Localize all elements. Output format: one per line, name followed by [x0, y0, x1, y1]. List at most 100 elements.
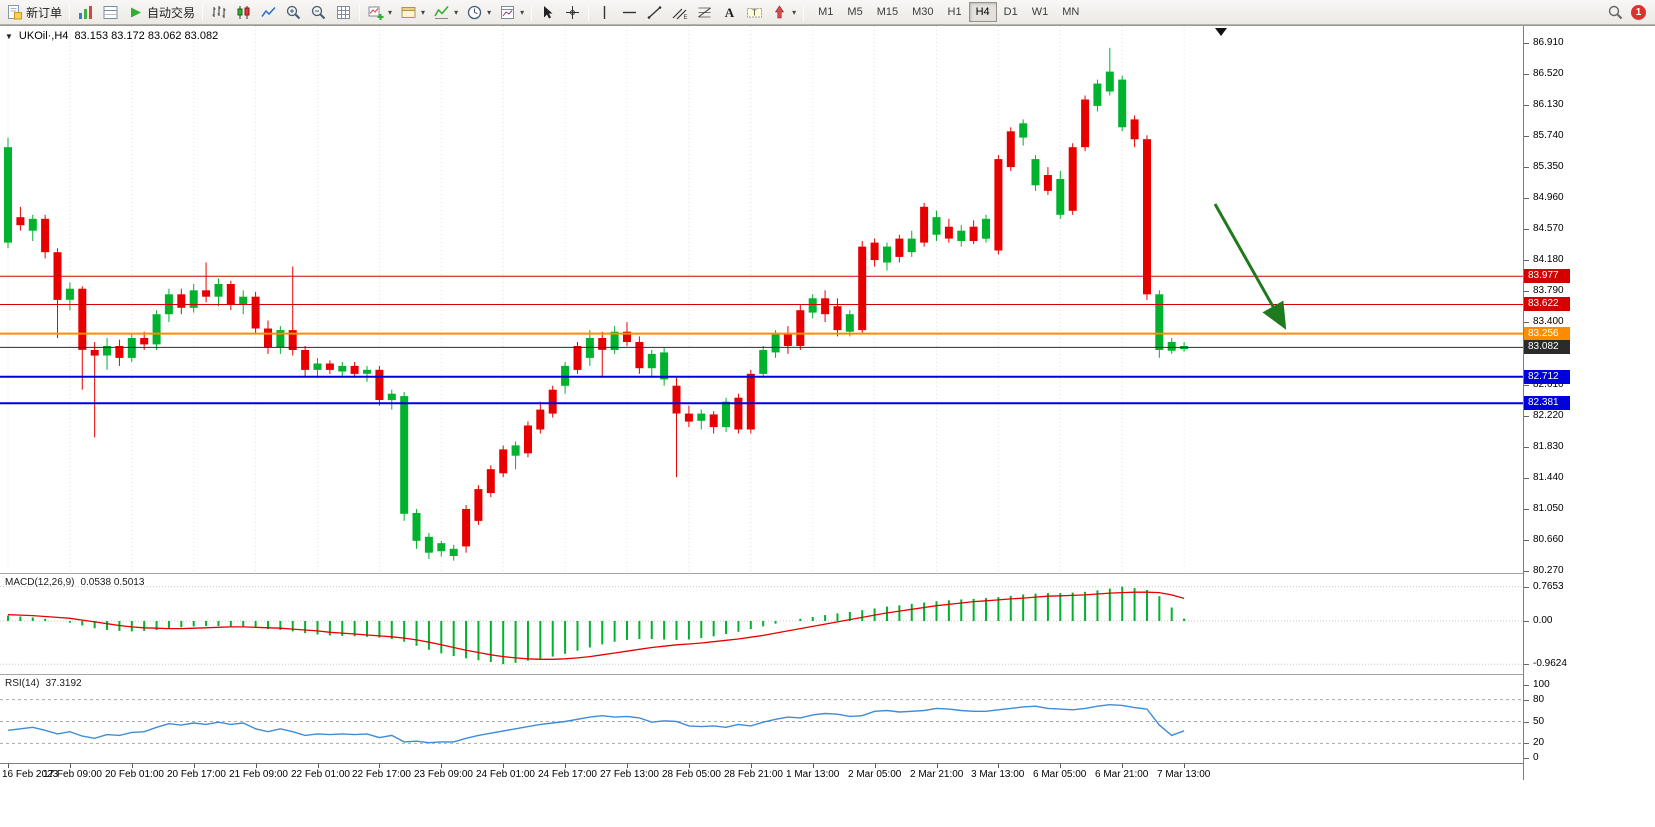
main-toolbar: 新订单 自动交易 ▾ ▾ ▾ ▾ ▾ E A T ▾ M1 M5 M15 M30 H1 H4 D1 W1 MN 1 — [0, 0, 1655, 25]
time-axis-tick — [1184, 764, 1185, 768]
data-window-icon — [102, 4, 119, 21]
dropdown-arrow-icon: ▾ — [487, 7, 492, 17]
channel-icon: E — [671, 4, 688, 21]
zoom-out-icon — [310, 4, 327, 21]
time-axis-tick — [132, 764, 133, 768]
new-chart-button[interactable]: ▾ — [363, 1, 396, 23]
fibonacci-icon — [696, 4, 713, 21]
autotrading-button-label: 自动交易 — [147, 5, 196, 20]
price-axis-label: 81.050 — [1524, 503, 1564, 514]
autotrading-button[interactable]: 自动交易 — [123, 1, 199, 23]
periods-button[interactable]: ▾ — [462, 1, 495, 23]
time-axis-label: 6 Mar 21:00 — [1095, 769, 1149, 780]
toolbar-separator — [202, 3, 204, 21]
one-click-trading-arrow-icon[interactable]: ▼ — [5, 31, 13, 41]
time-axis-label: 16 Feb 2023 — [2, 769, 59, 780]
zoom-out-button[interactable] — [306, 1, 331, 23]
market-watch-button[interactable] — [73, 1, 98, 23]
time-axis-tick — [627, 764, 628, 768]
line-chart-button[interactable] — [256, 1, 281, 23]
chart-shift-marker[interactable] — [1215, 28, 1227, 36]
timeframe-m1-button[interactable]: M1 — [811, 2, 840, 22]
horizontal-line-icon — [621, 4, 638, 21]
time-axis-tick — [1122, 764, 1123, 768]
line-chart-icon — [260, 4, 277, 21]
annotation-arrow[interactable] — [1213, 203, 1287, 330]
profiles-icon — [400, 4, 417, 21]
indicators-button[interactable]: ▾ — [429, 1, 462, 23]
search-icon[interactable] — [1607, 4, 1624, 21]
dropdown-arrow-icon: ▾ — [388, 7, 393, 17]
macd-axis-label: 0.7653 — [1524, 581, 1564, 592]
periods-icon — [466, 4, 483, 21]
text-label-button[interactable]: T — [742, 1, 767, 23]
fibonacci-button[interactable] — [692, 1, 717, 23]
timeframe-m15-button[interactable]: M15 — [870, 2, 905, 22]
crosshair-button[interactable] — [560, 1, 585, 23]
dropdown-arrow-icon: ▾ — [792, 7, 797, 17]
profiles-button[interactable]: ▾ — [396, 1, 429, 23]
time-axis-label: 22 Feb 01:00 — [291, 769, 350, 780]
price-axis-label: 84.960 — [1524, 192, 1564, 203]
toolbar-separator — [803, 3, 805, 21]
candlestick-chart[interactable] — [0, 26, 1523, 573]
vertical-line-button[interactable] — [592, 1, 617, 23]
timeframe-m5-button[interactable]: M5 — [840, 2, 869, 22]
time-axis-tick — [194, 764, 195, 768]
new-order-button-label: 新订单 — [26, 5, 63, 20]
price-axis-label: 80.270 — [1524, 565, 1564, 576]
toolbar-separator — [359, 3, 361, 21]
trendline-button[interactable] — [642, 1, 667, 23]
macd-values: 0.0538 0.5013 — [80, 577, 145, 588]
price-axis-label: 86.910 — [1524, 37, 1564, 48]
new-order-button[interactable]: 新订单 — [2, 1, 66, 23]
candlestick-chart-button[interactable] — [231, 1, 256, 23]
time-axis[interactable]: 16 Feb 2023 17 Feb 09:00 20 Feb 01:00 20 Fe… — [0, 763, 1523, 781]
timeframe-w1-button[interactable]: W1 — [1025, 2, 1056, 22]
timeframe-h1-button[interactable]: H1 — [941, 2, 969, 22]
time-axis-tick — [70, 764, 71, 768]
price-axis[interactable]: 86.910 86.520 86.130 85.740 85.350 84.960 84.5… — [1523, 26, 1655, 781]
notification-badge[interactable]: 1 — [1631, 4, 1646, 20]
time-axis-label: 2 Mar 05:00 — [848, 769, 902, 780]
time-axis-tick — [379, 764, 380, 768]
dropdown-arrow-icon: ▾ — [520, 7, 525, 17]
macd-header: MACD(12,26,9) 0.0538 0.5013 — [5, 577, 144, 588]
bar-chart-icon — [210, 4, 227, 21]
timeframe-h4-button[interactable]: H4 — [968, 2, 997, 22]
rsi-axis-label: 0 — [1524, 752, 1539, 763]
text-label-icon: T — [746, 4, 763, 21]
time-axis-label: 28 Feb 21:00 — [724, 769, 783, 780]
channel-button[interactable]: E — [667, 1, 692, 23]
price-axis-label: 82.610 — [1524, 379, 1564, 390]
price-badge-82.381: 82.381 — [1524, 396, 1570, 410]
text-button[interactable]: A — [717, 1, 742, 23]
time-axis-label: 21 Feb 09:00 — [229, 769, 288, 780]
market-watch-icon — [77, 4, 94, 21]
price-badge-83.256: 83.256 — [1524, 327, 1570, 341]
grid-button[interactable] — [331, 1, 356, 23]
zoom-in-button[interactable] — [281, 1, 306, 23]
price-axis-label: 81.830 — [1524, 441, 1564, 452]
timeframe-m30-button[interactable]: M30 — [905, 2, 940, 22]
macd-histogram-series — [7, 586, 1186, 665]
shapes-button[interactable]: ▾ — [767, 1, 800, 23]
templates-button[interactable]: ▾ — [495, 1, 528, 23]
data-window-button[interactable] — [98, 1, 123, 23]
cursor-button[interactable] — [535, 1, 560, 23]
rsi-axis-label: 100 — [1524, 679, 1550, 690]
macd-axis-label: 0.00 — [1523, 615, 1553, 626]
grid-icon — [335, 4, 352, 21]
window-bottom-area — [0, 780, 1655, 827]
bar-chart-button[interactable] — [206, 1, 231, 23]
timeframe-mn-button[interactable]: MN — [1055, 2, 1086, 22]
horizontal-line-button[interactable] — [617, 1, 642, 23]
time-axis-label: 20 Feb 17:00 — [167, 769, 226, 780]
time-axis-label: 7 Mar 13:00 — [1157, 769, 1211, 780]
timeframe-d1-button[interactable]: D1 — [997, 2, 1025, 22]
price-axis-label: 81.440 — [1524, 472, 1564, 483]
rsi-panel[interactable] — [0, 674, 1523, 763]
dropdown-arrow-icon: ▾ — [454, 7, 459, 17]
macd-panel[interactable] — [0, 573, 1523, 674]
time-axis-tick — [318, 764, 319, 768]
